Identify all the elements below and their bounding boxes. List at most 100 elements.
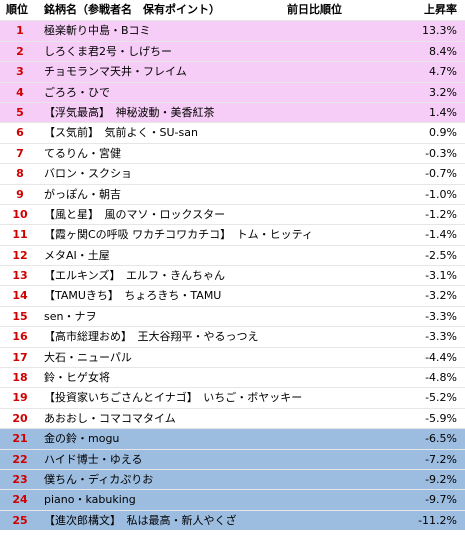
row-rate: -3.1%	[425, 269, 457, 283]
row-rate: -11.2%	[418, 513, 457, 527]
row-name: 僕ちん・ディカぷりお	[44, 472, 154, 486]
row-rate: -5.9%	[425, 411, 457, 425]
row-name: しろくま君2号・しげちー	[44, 44, 172, 58]
row-rate: -1.2%	[425, 207, 457, 221]
row-name: 【霞ヶ関Cの呼吸 ワカチコワカチコ】 トム・ヒッティ	[44, 228, 314, 242]
table-row: 16 【高市総理おめ】 王大谷翔平・やるっつえ -3.3%	[0, 326, 465, 346]
table-row: 3 チョモランマ天井・フレイム 4.7%	[0, 61, 465, 82]
row-rank: 21	[12, 432, 28, 446]
row-rate: -2.5%	[425, 248, 457, 262]
header-prev-rank: 前日比順位	[287, 3, 342, 16]
row-rate: -6.5%	[425, 432, 457, 446]
row-rank: 24	[12, 493, 28, 507]
table-row: 14 【TAMUきち】 ちょろきち・TAMU -3.2%	[0, 285, 465, 305]
row-rank: 6	[16, 126, 24, 140]
row-name: 【ス気前】 気前よく・SU-san	[44, 126, 198, 140]
table-header: 順位 銘柄名（参戦者名 保有ポイント） 前日比順位 上昇率	[0, 0, 465, 20]
row-name: 極楽斬り中島・Bコミ	[44, 24, 151, 38]
table-row: 2 しろくま君2号・しげちー 8.4%	[0, 40, 465, 62]
row-rate: -1.0%	[425, 187, 457, 201]
row-rate: -5.2%	[425, 391, 457, 405]
row-rank: 25	[12, 513, 28, 527]
row-rate: -0.3%	[425, 146, 457, 160]
row-name: チョモランマ天井・フレイム	[44, 65, 187, 79]
row-rate: 4.7%	[429, 65, 457, 79]
row-name: ハイド博士・ゆえる	[44, 452, 143, 466]
row-rank: 5	[16, 105, 24, 119]
table-row: 24 piano・kabuking -9.7%	[0, 489, 465, 510]
header-rate: 上昇率	[424, 3, 457, 16]
row-name: 【エルキンズ】 エルフ・きんちゃん	[44, 269, 225, 283]
row-name: piano・kabuking	[44, 493, 136, 507]
table-row: 13 【エルキンズ】 エルフ・きんちゃん -3.1%	[0, 265, 465, 285]
row-rank: 8	[16, 167, 24, 181]
table-row: 9 がっぽん・朝吉 -1.0%	[0, 183, 465, 204]
row-rate: 0.9%	[429, 126, 457, 140]
table-row: 11 【霞ヶ関Cの呼吸 ワカチコワカチコ】 トム・ヒッティ -1.4%	[0, 224, 465, 244]
table-row: 17 大石・ニューパル -4.4%	[0, 346, 465, 367]
table-row: 20 あおおし・コマコマタイム -5.9%	[0, 407, 465, 428]
row-name: あおおし・コマコマタイム	[44, 411, 176, 425]
row-rank: 4	[16, 85, 24, 99]
row-rate: -9.2%	[425, 472, 457, 486]
row-name: がっぽん・朝吉	[44, 187, 121, 201]
row-name: 【投資家いちごさんとイナゴ】 いちご・ボヤッキー	[44, 391, 303, 405]
row-rank: 2	[16, 44, 24, 58]
row-rank: 22	[12, 452, 28, 466]
row-rate: -1.4%	[425, 228, 457, 242]
row-rank: 14	[12, 289, 28, 303]
table-row: 23 僕ちん・ディカぷりお -9.2%	[0, 468, 465, 490]
row-rate: 1.4%	[429, 105, 457, 119]
header-rank: 順位	[6, 3, 28, 16]
row-rank: 16	[12, 330, 28, 344]
row-rate: -0.7%	[425, 167, 457, 181]
row-rank: 18	[12, 371, 28, 385]
row-name: 【浮気最高】 神秘波動・美香紅茶	[44, 105, 215, 119]
row-name: バロン・スクショ	[44, 167, 132, 181]
row-rate: -4.4%	[425, 350, 457, 364]
row-name: 金の鈴・mogu	[44, 432, 120, 446]
table-row: 15 sen・ナヲ -3.3%	[0, 305, 465, 326]
row-name: 鈴・ヒゲ女将	[44, 371, 110, 385]
table-row: 7 てるりん・宮健 -0.3%	[0, 142, 465, 163]
row-name: 大石・ニューパル	[44, 350, 132, 364]
row-rate: -3.3%	[425, 330, 457, 344]
row-rank: 12	[12, 248, 28, 262]
row-rate: -4.8%	[425, 371, 457, 385]
row-rank: 20	[12, 411, 28, 425]
row-name: 【TAMUきち】 ちょろきち・TAMU	[44, 289, 222, 303]
row-rank: 17	[12, 350, 28, 364]
row-name: sen・ナヲ	[44, 309, 97, 323]
row-name: 【風と星】 風のマソ・ロックスター	[44, 207, 226, 221]
table-row: 5 【浮気最高】 神秘波動・美香紅茶 1.4%	[0, 101, 465, 123]
row-rank: 15	[12, 309, 28, 323]
row-rate: -9.7%	[425, 493, 457, 507]
row-rank: 11	[12, 228, 28, 242]
row-rate: -3.2%	[425, 289, 457, 303]
table-row: 8 バロン・スクショ -0.7%	[0, 163, 465, 183]
table-row: 10 【風と星】 風のマソ・ロックスター -1.2%	[0, 203, 465, 224]
table-row: 12 メタAI・土屋 -2.5%	[0, 244, 465, 265]
table-row: 6 【ス気前】 気前よく・SU-san 0.9%	[0, 122, 465, 142]
row-rate: 8.4%	[429, 44, 457, 58]
row-name: 【高市総理おめ】 王大谷翔平・やるっつえ	[44, 330, 259, 344]
row-name: メタAI・土屋	[44, 248, 110, 262]
row-rate: 3.2%	[429, 85, 457, 99]
row-rate: -7.2%	[425, 452, 457, 466]
table-row: 1 極楽斬り中島・Bコミ 13.3%	[0, 20, 465, 41]
row-rank: 13	[12, 269, 28, 283]
row-rank: 19	[12, 391, 28, 405]
row-rank: 23	[12, 472, 28, 486]
row-name: てるりん・宮健	[44, 146, 121, 160]
row-rank: 10	[12, 207, 28, 221]
row-name: ごろろ・ひで	[44, 85, 110, 99]
row-rank: 7	[16, 146, 24, 160]
row-rate: -3.3%	[425, 309, 457, 323]
header-name: 銘柄名（参戦者名 保有ポイント）	[44, 3, 220, 16]
table-row: 25 【進次郎構文】 私は最高・新人やくざ -11.2%	[0, 509, 465, 531]
row-rank: 1	[16, 24, 24, 38]
row-rank: 3	[16, 65, 24, 79]
row-rank: 9	[16, 187, 24, 201]
table-row: 21 金の鈴・mogu -6.5%	[0, 428, 465, 449]
